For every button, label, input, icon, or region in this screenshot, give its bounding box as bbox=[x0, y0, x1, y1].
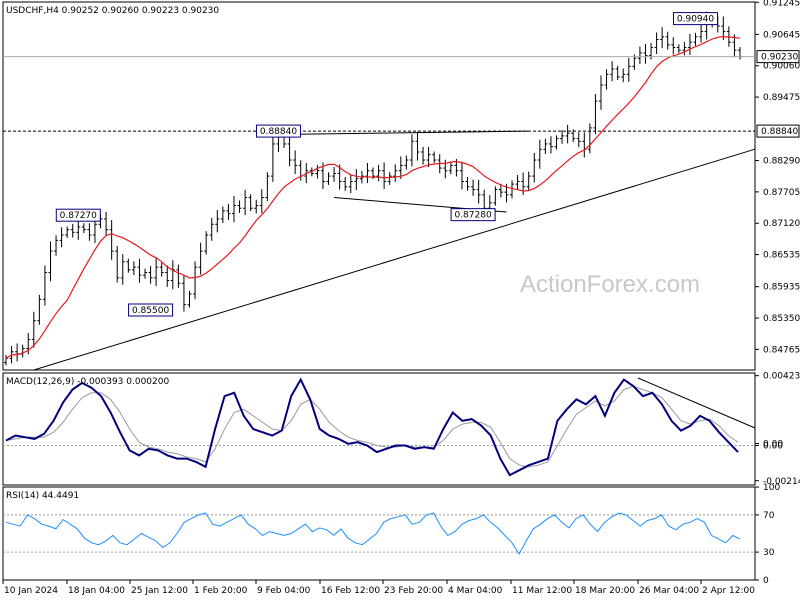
price-panel-frame bbox=[2, 1, 756, 371]
rsi-tick-label: 100 bbox=[763, 483, 780, 493]
x-tick-label: 11 Mar 12:00 bbox=[512, 586, 572, 596]
price-tick-label: 0.87705 bbox=[763, 188, 800, 198]
rsi-panel-title: RSI(14) 44.4491 bbox=[6, 491, 79, 501]
resistance-price-flag-text: 0.88840 bbox=[761, 127, 798, 137]
macd-panel-frame bbox=[2, 372, 756, 486]
price-annotation-box bbox=[450, 208, 496, 222]
price-tick-label: 0.84765 bbox=[763, 345, 800, 355]
rsi-panel-frame bbox=[2, 486, 756, 581]
x-tick-label: 26 Mar 04:00 bbox=[639, 586, 699, 596]
rsi-line bbox=[5, 512, 741, 555]
x-tick-label: 18 Mar 20:00 bbox=[575, 586, 635, 596]
price-annotation-box bbox=[673, 12, 719, 26]
macd-signal-line bbox=[5, 385, 739, 468]
rsi-tick-label: 30 bbox=[763, 548, 775, 558]
x-tick-label: 9 Feb 04:00 bbox=[257, 586, 311, 596]
price-tick-label: 0.91245 bbox=[763, 0, 800, 8]
moving-average-line bbox=[5, 35, 741, 359]
price-tick-label: 0.86535 bbox=[763, 251, 800, 261]
macd-tick-label: 0.004237 bbox=[763, 372, 800, 382]
watermark-text: ActionForex.com bbox=[520, 271, 700, 298]
support-trendline bbox=[33, 148, 755, 371]
macd-panel-title: MACD(12,26,9) -0.000393 0.000200 bbox=[6, 377, 169, 387]
price-tick-label: 0.88290 bbox=[763, 157, 800, 167]
upper-channel-line bbox=[295, 130, 529, 135]
x-tick-label: 2 Apr 12:00 bbox=[702, 586, 755, 596]
price-tick-label: 0.87120 bbox=[763, 219, 800, 229]
x-tick-label: 18 Jan 04:00 bbox=[68, 586, 125, 596]
price-annotation-label: 0.87280 bbox=[454, 211, 491, 221]
x-tick-label: 10 Jan 2024 bbox=[4, 586, 58, 596]
macd-tick-label: -0.002142 bbox=[763, 477, 800, 487]
price-panel-title: USDCHF,H4 0.90252 0.90260 0.90223 0.9023… bbox=[6, 6, 219, 16]
rsi-tick-label: 70 bbox=[763, 511, 775, 521]
x-tick-label: 16 Feb 12:00 bbox=[321, 586, 380, 596]
rsi-tick-label: 0 bbox=[763, 576, 769, 586]
price-tick-label: 0.85350 bbox=[763, 314, 800, 324]
price-tick-label: 0.90645 bbox=[763, 30, 800, 40]
price-annotation-label: 0.87270 bbox=[60, 211, 97, 221]
price-annotation-box bbox=[128, 303, 174, 317]
price-tick-label: 0.89475 bbox=[763, 93, 800, 103]
macd-tick-label: 0.00 bbox=[763, 439, 783, 449]
price-annotation-label: 0.85500 bbox=[132, 306, 169, 316]
macd-trendline bbox=[637, 377, 756, 429]
current-price-flag-text: 0.90230 bbox=[761, 53, 798, 63]
price-annotation-label: 0.88840 bbox=[260, 127, 297, 137]
x-tick-label: 4 Mar 04:00 bbox=[448, 586, 503, 596]
macd-tick-label: 0.00 bbox=[763, 441, 783, 451]
resistance-price-flag-box bbox=[756, 124, 800, 138]
macd-line bbox=[5, 377, 739, 477]
x-tick-label: 25 Jan 12:00 bbox=[131, 586, 188, 596]
price-annotation-label: 0.90940 bbox=[677, 15, 714, 25]
price-annotation-box bbox=[255, 124, 301, 138]
price-annotation-box bbox=[55, 208, 101, 222]
x-tick-label: 1 Feb 20:00 bbox=[194, 586, 248, 596]
x-tick-label: 23 Feb 20:00 bbox=[384, 586, 443, 596]
price-tick-label: 0.85935 bbox=[763, 283, 800, 293]
current-price-flag-box bbox=[756, 50, 800, 64]
price-tick-label: 0.90060 bbox=[763, 62, 800, 72]
